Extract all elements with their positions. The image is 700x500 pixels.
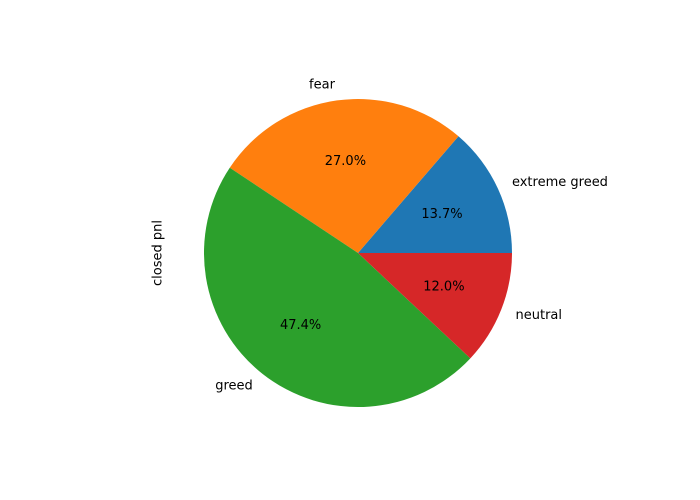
- percent-label-greed: 47.4%: [280, 318, 321, 333]
- slice-labels: extreme greed fear greed neutral: [215, 78, 608, 394]
- pie-slice-greed: [203, 167, 471, 408]
- percent-labels: 13.7% 27.0% 47.4% 12.0%: [280, 154, 465, 333]
- percent-label-extreme-greed: 13.7%: [421, 207, 462, 222]
- percent-label-neutral: 12.0%: [423, 279, 464, 294]
- slice-label-fear: fear: [309, 78, 336, 93]
- percent-label-fear: 27.0%: [325, 154, 366, 169]
- slice-label-extreme-greed: extreme greed: [512, 175, 608, 190]
- pie-slice-fear: [229, 99, 459, 253]
- pie-slice-extreme-greed: [358, 136, 512, 253]
- slice-label-neutral: neutral: [516, 308, 563, 323]
- y-axis-label: closed pnl: [151, 220, 166, 286]
- pie-slices: [203, 99, 512, 408]
- slice-label-greed: greed: [215, 378, 253, 393]
- pie-slice-neutral: [358, 253, 512, 359]
